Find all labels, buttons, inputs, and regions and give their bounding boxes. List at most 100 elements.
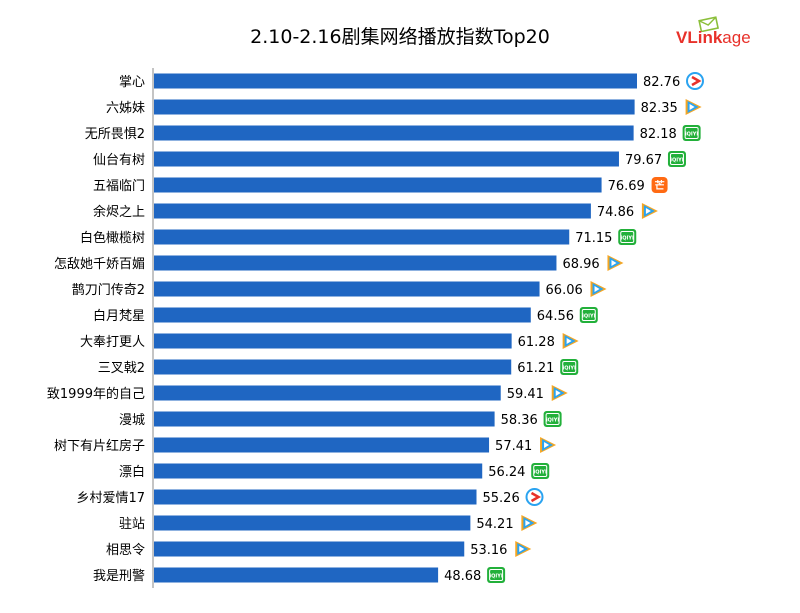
category-label: 乡村爱情17 bbox=[76, 491, 145, 506]
bar bbox=[154, 489, 477, 505]
value-label: 79.67 bbox=[625, 153, 662, 168]
iqiyi-icon: iQIYI bbox=[682, 125, 701, 141]
category-label: 仙台有树 bbox=[93, 153, 145, 168]
category-label: 致1999年的自己 bbox=[47, 386, 145, 402]
iqiyi-icon-frame bbox=[533, 465, 548, 477]
envelope-icon bbox=[698, 16, 719, 32]
bar bbox=[154, 307, 531, 323]
iqiyi-icon-frame bbox=[669, 153, 684, 165]
youku-icon-arrow bbox=[530, 491, 542, 503]
iqiyi-icon-frame bbox=[581, 309, 596, 321]
iqiyi-icon: iQIYI bbox=[531, 463, 550, 479]
value-label: 76.69 bbox=[608, 179, 645, 194]
iqiyi-icon-text: iQIYI bbox=[670, 158, 683, 164]
iqiyi-icon-frame bbox=[620, 231, 635, 243]
mgtv-icon: 芒 bbox=[651, 177, 668, 193]
value-label: 55.26 bbox=[483, 491, 520, 506]
iqiyi-icon-text: iQIYI bbox=[582, 314, 595, 320]
bar bbox=[154, 463, 483, 479]
youku-icon-arrow bbox=[691, 75, 702, 87]
category-label: 我是刑警 bbox=[93, 568, 145, 584]
iqiyi-icon-bg bbox=[560, 359, 579, 375]
value-label: 54.21 bbox=[476, 517, 513, 532]
value-label: 82.35 bbox=[641, 101, 678, 116]
category-label: 漫城 bbox=[119, 413, 145, 428]
tencent-video-icon bbox=[540, 437, 557, 453]
value-label: 59.41 bbox=[507, 387, 544, 402]
bar bbox=[154, 411, 495, 427]
tencent-video-icon-play bbox=[525, 520, 531, 526]
chart-title: 2.10-2.16剧集网络播放指数Top20 bbox=[250, 26, 550, 48]
youku-icon-ring bbox=[686, 72, 704, 90]
bar bbox=[154, 359, 512, 375]
iqiyi-icon-bg bbox=[487, 567, 506, 583]
iqiyi-icon-bg bbox=[667, 151, 686, 167]
bar bbox=[154, 437, 490, 453]
iqiyi-icon-text: iQIYI bbox=[563, 366, 576, 372]
bar bbox=[154, 177, 602, 193]
category-label: 大奉打更人 bbox=[80, 335, 145, 350]
logo-text-main: VLink bbox=[676, 28, 723, 47]
bar bbox=[154, 151, 619, 167]
tencent-video-icon-play bbox=[544, 442, 550, 448]
tencent-video-icon bbox=[515, 541, 532, 557]
iqiyi-icon-text: iQIYI bbox=[621, 236, 634, 242]
bar bbox=[154, 567, 439, 583]
youku-icon-ring bbox=[525, 488, 544, 506]
bar bbox=[154, 255, 557, 271]
value-label: 56.24 bbox=[488, 465, 525, 480]
iqiyi-icon-bg bbox=[618, 229, 637, 245]
iqiyi-icon: iQIYI bbox=[618, 229, 637, 245]
iqiyi-icon-bg bbox=[531, 463, 550, 479]
value-label: 61.21 bbox=[517, 361, 554, 376]
tencent-video-icon-play bbox=[594, 286, 600, 292]
category-label: 树下有片红房子 bbox=[54, 438, 145, 454]
tencent-video-icon-play bbox=[566, 338, 572, 344]
value-label: 66.06 bbox=[546, 283, 583, 298]
iqiyi-icon-text: iQIYI bbox=[685, 132, 698, 138]
tencent-video-icon bbox=[641, 203, 658, 219]
bar bbox=[154, 385, 501, 401]
bar bbox=[154, 99, 635, 115]
tencent-video-icon bbox=[607, 255, 624, 271]
bar bbox=[154, 203, 591, 219]
vlinkage-logo: VLinkage bbox=[676, 16, 756, 50]
tencent-video-icon bbox=[551, 385, 568, 401]
category-label: 五福临门 bbox=[93, 179, 145, 194]
category-label: 无所畏惧2 bbox=[85, 126, 145, 142]
bar bbox=[154, 541, 465, 557]
category-label: 漂白 bbox=[119, 464, 145, 480]
iqiyi-icon-text: iQIYI bbox=[534, 470, 547, 476]
iqiyi-icon: iQIYI bbox=[560, 359, 579, 375]
value-label: 68.96 bbox=[562, 257, 599, 272]
value-label: 74.86 bbox=[597, 205, 634, 220]
value-label: 58.36 bbox=[501, 413, 538, 428]
category-label: 相思令 bbox=[106, 543, 145, 558]
category-label: 六姊妹 bbox=[106, 101, 145, 116]
value-label: 61.28 bbox=[518, 335, 555, 350]
iqiyi-icon-frame bbox=[562, 361, 577, 373]
mgtv-icon-text: 芒 bbox=[655, 179, 665, 192]
iqiyi-icon-bg bbox=[543, 411, 562, 427]
category-label: 白月梵星 bbox=[93, 308, 145, 324]
value-label: 53.16 bbox=[470, 543, 507, 558]
value-label: 82.18 bbox=[640, 127, 677, 142]
bar bbox=[154, 125, 634, 141]
tencent-video-icon-play bbox=[645, 208, 651, 214]
iqiyi-icon-text: iQIYI bbox=[546, 418, 559, 424]
value-label: 64.56 bbox=[537, 309, 574, 324]
tencent-video-icon-play bbox=[611, 260, 617, 266]
category-label: 怎敌她千娇百媚 bbox=[54, 257, 145, 272]
bar bbox=[154, 333, 512, 349]
bar bbox=[154, 73, 637, 89]
category-label: 掌心 bbox=[119, 75, 145, 90]
youku-icon bbox=[525, 488, 544, 506]
value-label: 57.41 bbox=[495, 439, 532, 454]
category-label: 三叉戟2 bbox=[98, 361, 145, 376]
value-label: 82.76 bbox=[643, 75, 680, 90]
bar bbox=[154, 515, 471, 531]
tencent-video-icon-play bbox=[689, 104, 695, 110]
tencent-video-icon bbox=[521, 515, 538, 531]
value-label: 48.68 bbox=[444, 569, 481, 584]
